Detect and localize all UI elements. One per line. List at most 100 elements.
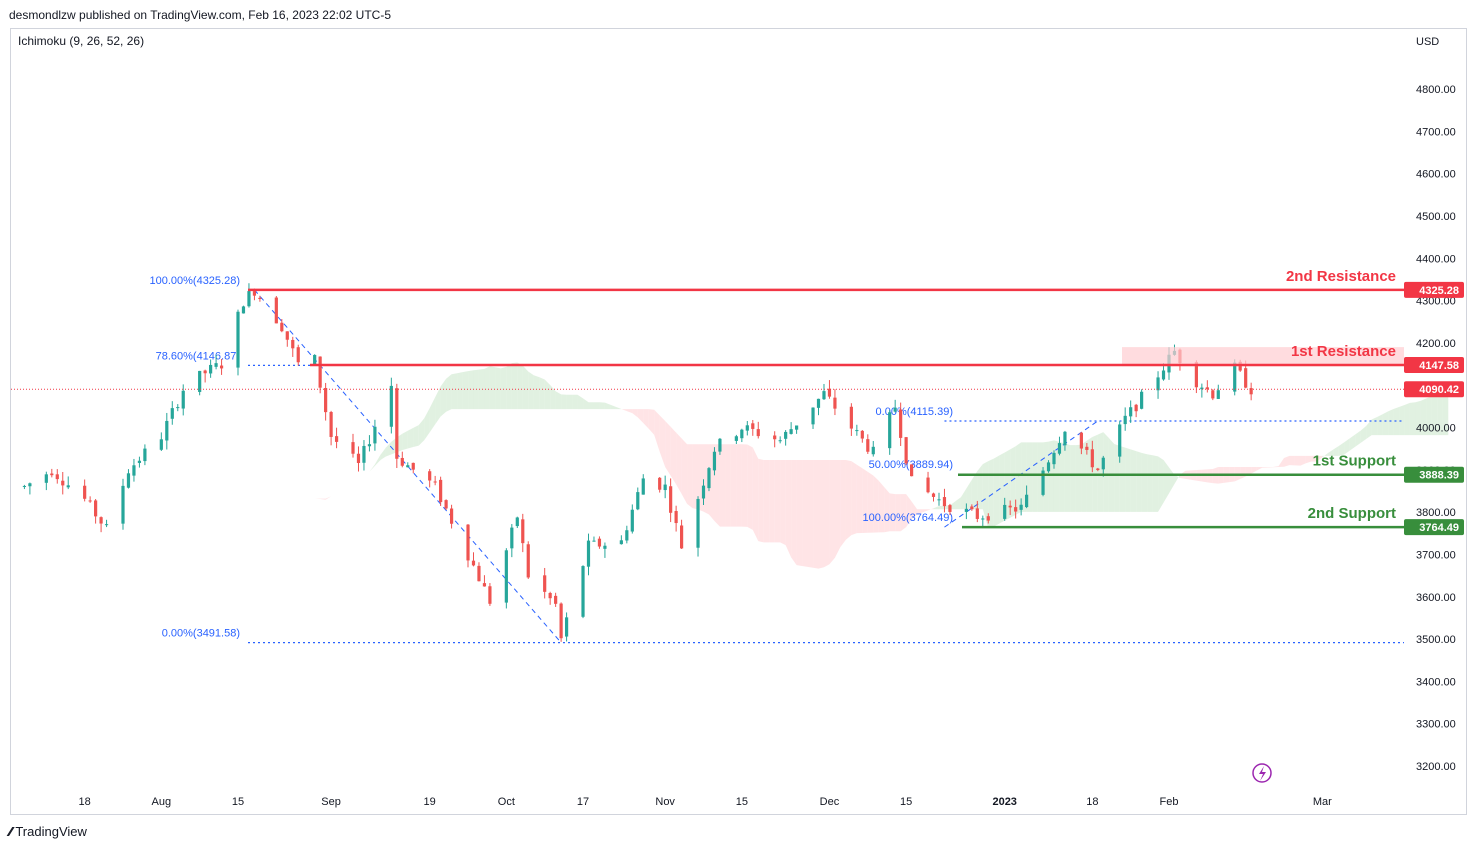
cloud-segment	[1415, 400, 1421, 436]
alert-icon[interactable]	[1252, 763, 1272, 783]
cloud-segment	[583, 398, 589, 410]
cloud-segment	[802, 459, 808, 567]
fib-label: 100.00%(4325.28)	[149, 275, 240, 287]
candle	[822, 383, 826, 400]
candle-body	[811, 407, 815, 425]
candle	[159, 432, 163, 452]
candle	[942, 488, 947, 513]
candle-body	[751, 423, 755, 429]
candle-body	[937, 499, 941, 501]
candle-body	[849, 406, 853, 429]
cloud-segment	[1021, 442, 1027, 512]
candle-body	[482, 583, 487, 587]
footer-brand[interactable]: ⁄⁄ TradingView	[9, 824, 87, 839]
y-tick-label: 4300.00	[1416, 296, 1456, 308]
x-tick-label: 15	[232, 796, 244, 808]
price-tag	[1404, 519, 1464, 536]
cloud-segment	[982, 461, 989, 529]
cloud-segment	[418, 418, 425, 446]
candle-body	[789, 429, 793, 434]
cloud-segment	[610, 404, 616, 410]
tradingview-logo-icon: ⁄⁄	[9, 824, 13, 839]
cloud-segment	[353, 482, 359, 485]
support-resistance-levels[interactable]: 2nd Resistance 1st Resistance 1st Support 2…	[11, 268, 1404, 529]
x-tick-label: Dec	[820, 796, 840, 808]
candle	[198, 370, 202, 396]
cloud-segment	[1349, 434, 1356, 451]
cloud-segment	[588, 402, 594, 410]
cloud-segment	[1075, 444, 1082, 512]
candle-body	[543, 575, 547, 592]
candle-body	[718, 438, 722, 452]
cloud-segment	[1032, 442, 1038, 512]
candle-body	[324, 387, 328, 413]
candle	[860, 430, 864, 443]
candle-body	[827, 388, 832, 397]
cloud-segment	[270, 479, 277, 482]
candle-body	[1008, 505, 1012, 508]
candle	[789, 422, 793, 435]
cloud-segment	[840, 459, 846, 547]
candle	[1249, 382, 1253, 401]
candle-body	[1194, 362, 1198, 388]
candle-body	[449, 508, 454, 524]
candle	[280, 318, 284, 333]
cloud-segment	[1442, 392, 1449, 436]
cloud-segment	[1426, 395, 1432, 436]
y-tick-label: 3800.00	[1416, 507, 1456, 519]
candle	[619, 535, 623, 545]
cloud-segment	[446, 374, 452, 412]
y-tick-label: 4200.00	[1416, 338, 1456, 350]
cloud-segment	[495, 367, 501, 410]
candle	[937, 492, 941, 506]
candle	[592, 536, 596, 542]
cloud-segment	[1163, 460, 1169, 503]
candle-body	[356, 453, 361, 464]
candle-body	[756, 429, 760, 437]
candle	[444, 499, 448, 510]
cloud-segment	[758, 458, 764, 543]
candle-body	[61, 480, 65, 486]
candle-body	[1096, 468, 1100, 471]
candle	[99, 516, 103, 533]
chart-frame[interactable]	[10, 28, 1467, 815]
candle-body	[159, 439, 163, 450]
cloud-segment	[424, 408, 430, 441]
cloud-segment	[478, 368, 485, 410]
candle	[477, 562, 481, 582]
candle	[395, 383, 399, 469]
candle	[521, 513, 525, 553]
candle-body	[252, 291, 257, 296]
candle-body	[373, 426, 377, 444]
cloud-segment	[533, 375, 540, 410]
candle	[1211, 389, 1215, 401]
candle	[910, 464, 914, 477]
cloud-segment	[1388, 409, 1394, 436]
cloud-segment	[1344, 438, 1350, 455]
candle-body	[1200, 387, 1204, 390]
candle-body	[313, 354, 317, 365]
cloud-segment	[413, 425, 419, 448]
candle-body	[389, 385, 393, 427]
candle-body	[663, 484, 667, 491]
candle-body	[931, 493, 936, 497]
candle-body	[740, 429, 744, 439]
x-tick-label: Oct	[498, 796, 515, 808]
cloud-segment	[1366, 419, 1372, 439]
candle-body	[1161, 370, 1166, 380]
candle	[313, 354, 317, 366]
cloud-segment	[955, 497, 961, 510]
cloud-segment	[917, 509, 923, 515]
candle-body	[428, 471, 432, 481]
candle-body	[778, 440, 782, 442]
cloud-segment	[906, 494, 912, 528]
indicator-legend[interactable]: Ichimoku (9, 26, 52, 26)	[18, 34, 144, 48]
cloud-segment	[687, 444, 693, 509]
candle	[121, 478, 125, 530]
candle-body	[1025, 494, 1029, 508]
cloud-segment	[347, 484, 354, 488]
cloud-segment	[276, 481, 282, 485]
candle	[904, 436, 908, 466]
candle	[285, 331, 289, 347]
